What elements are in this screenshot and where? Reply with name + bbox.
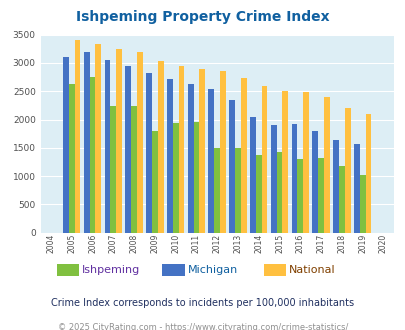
Bar bbox=[291, 124, 297, 233]
Bar bbox=[344, 108, 350, 233]
Bar bbox=[249, 117, 255, 233]
Bar bbox=[166, 79, 172, 233]
Bar bbox=[178, 66, 184, 233]
Bar bbox=[187, 84, 193, 233]
Bar bbox=[125, 66, 131, 233]
Bar bbox=[311, 131, 318, 233]
Bar bbox=[270, 125, 276, 233]
Bar bbox=[234, 148, 240, 233]
Bar bbox=[199, 69, 205, 233]
Bar bbox=[69, 84, 75, 233]
Bar bbox=[229, 100, 234, 233]
Text: Ishpeming: Ishpeming bbox=[82, 265, 140, 275]
Bar bbox=[297, 158, 303, 233]
Bar bbox=[318, 158, 323, 233]
Bar bbox=[261, 85, 267, 233]
Bar bbox=[303, 92, 308, 233]
Bar bbox=[136, 51, 143, 233]
Bar bbox=[116, 49, 122, 233]
Bar bbox=[90, 77, 95, 233]
Bar bbox=[151, 131, 158, 233]
Bar bbox=[359, 175, 364, 233]
Bar bbox=[276, 152, 282, 233]
Text: Crime Index corresponds to incidents per 100,000 inhabitants: Crime Index corresponds to incidents per… bbox=[51, 298, 354, 308]
Bar bbox=[255, 155, 261, 233]
Bar bbox=[146, 73, 151, 233]
Bar bbox=[83, 51, 90, 233]
Bar bbox=[131, 106, 136, 233]
Bar bbox=[364, 114, 371, 233]
Bar bbox=[323, 97, 329, 233]
Bar bbox=[220, 71, 225, 233]
Bar bbox=[338, 166, 344, 233]
Bar bbox=[240, 78, 246, 233]
Bar bbox=[208, 89, 214, 233]
Bar bbox=[158, 61, 163, 233]
Bar bbox=[193, 122, 199, 233]
Bar bbox=[172, 123, 178, 233]
Bar bbox=[333, 140, 338, 233]
Bar bbox=[214, 148, 220, 233]
Bar bbox=[75, 40, 80, 233]
Bar bbox=[104, 60, 110, 233]
Bar bbox=[353, 144, 359, 233]
Bar bbox=[63, 57, 69, 233]
Bar bbox=[95, 44, 101, 233]
Bar bbox=[282, 91, 288, 233]
Text: Michigan: Michigan bbox=[187, 265, 237, 275]
Bar bbox=[110, 106, 116, 233]
Text: © 2025 CityRating.com - https://www.cityrating.com/crime-statistics/: © 2025 CityRating.com - https://www.city… bbox=[58, 323, 347, 330]
Text: Ishpeming Property Crime Index: Ishpeming Property Crime Index bbox=[76, 10, 329, 24]
Text: National: National bbox=[288, 265, 335, 275]
